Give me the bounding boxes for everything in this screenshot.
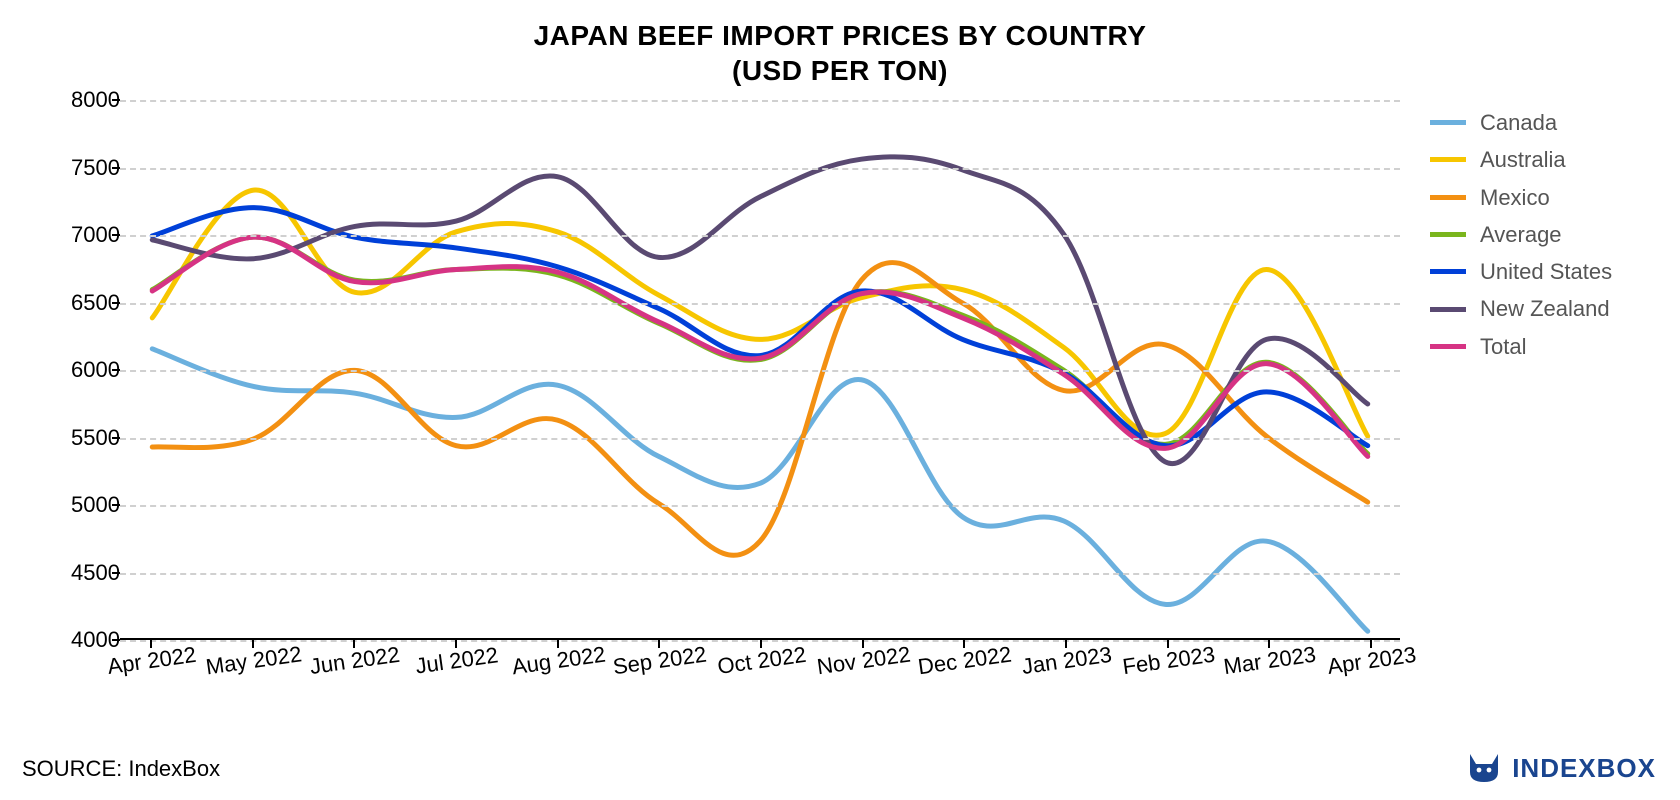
x-tick-mark bbox=[455, 640, 457, 648]
x-tick-mark bbox=[760, 640, 762, 648]
y-tick-mark bbox=[112, 99, 120, 101]
legend-item[interactable]: United States bbox=[1430, 259, 1660, 284]
series-line bbox=[152, 190, 1367, 436]
y-tick-mark bbox=[112, 639, 120, 641]
y-tick-mark bbox=[112, 437, 120, 439]
plot-area bbox=[120, 100, 1400, 640]
gridline bbox=[120, 505, 1400, 507]
legend-label: Mexico bbox=[1480, 185, 1550, 210]
brand-badge: INDEXBOX bbox=[1466, 752, 1656, 784]
chart-title-line2: (USD PER TON) bbox=[732, 55, 948, 86]
y-tick-label: 6000 bbox=[40, 357, 120, 383]
x-axis-labels: Apr 2022May 2022Jun 2022Jul 2022Aug 2022… bbox=[120, 648, 1400, 698]
y-tick-mark bbox=[112, 369, 120, 371]
y-tick-label: 4000 bbox=[40, 627, 120, 653]
series-line bbox=[152, 157, 1367, 464]
legend-swatch bbox=[1430, 195, 1466, 200]
legend-label: Average bbox=[1480, 222, 1562, 247]
gridline bbox=[120, 235, 1400, 237]
x-tick-mark bbox=[1065, 640, 1067, 648]
gridline bbox=[120, 168, 1400, 170]
legend-swatch bbox=[1430, 232, 1466, 237]
legend-label: Total bbox=[1480, 334, 1526, 359]
x-tick-mark bbox=[862, 640, 864, 648]
gridline bbox=[120, 573, 1400, 575]
y-tick-mark bbox=[112, 302, 120, 304]
gridline bbox=[120, 100, 1400, 102]
y-tick-label: 7000 bbox=[40, 222, 120, 248]
y-tick-mark bbox=[112, 167, 120, 169]
y-tick-label: 5000 bbox=[40, 492, 120, 518]
x-tick-mark bbox=[963, 640, 965, 648]
brand-cat-icon bbox=[1466, 752, 1502, 784]
y-tick-label: 5500 bbox=[40, 425, 120, 451]
legend-item[interactable]: Total bbox=[1430, 334, 1660, 359]
series-line bbox=[152, 237, 1367, 456]
brand-name: INDEXBOX bbox=[1512, 753, 1656, 784]
x-tick-mark bbox=[1167, 640, 1169, 648]
y-tick-mark bbox=[112, 572, 120, 574]
legend-label: Canada bbox=[1480, 110, 1557, 135]
legend-item[interactable]: Average bbox=[1430, 222, 1660, 247]
legend-item[interactable]: Mexico bbox=[1430, 185, 1660, 210]
chart-legend: Canada Australia Mexico Average United State… bbox=[1430, 110, 1660, 371]
series-line bbox=[152, 349, 1367, 631]
legend-item[interactable]: Canada bbox=[1430, 110, 1660, 135]
series-line bbox=[152, 237, 1367, 454]
y-tick-label: 8000 bbox=[40, 87, 120, 113]
legend-item[interactable]: Australia bbox=[1430, 147, 1660, 172]
legend-label: United States bbox=[1480, 259, 1612, 284]
y-tick-label: 6500 bbox=[40, 290, 120, 316]
x-tick-mark bbox=[557, 640, 559, 648]
x-tick-mark bbox=[1268, 640, 1270, 648]
x-tick-mark bbox=[252, 640, 254, 648]
legend-swatch bbox=[1430, 120, 1466, 125]
x-tick-mark bbox=[658, 640, 660, 648]
source-attribution: SOURCE: IndexBox bbox=[22, 756, 220, 782]
legend-item[interactable]: New Zealand bbox=[1430, 296, 1660, 321]
legend-swatch bbox=[1430, 344, 1466, 349]
y-tick-label: 4500 bbox=[40, 560, 120, 586]
chart-container: Apr 2022May 2022Jun 2022Jul 2022Aug 2022… bbox=[30, 100, 1420, 690]
chart-title-line1: JAPAN BEEF IMPORT PRICES BY COUNTRY bbox=[534, 20, 1147, 51]
y-tick-label: 7500 bbox=[40, 155, 120, 181]
y-tick-mark bbox=[112, 234, 120, 236]
x-tick-mark bbox=[353, 640, 355, 648]
gridline bbox=[120, 438, 1400, 440]
gridline bbox=[120, 303, 1400, 305]
line-series-svg bbox=[120, 100, 1400, 638]
legend-label: New Zealand bbox=[1480, 296, 1610, 321]
legend-label: Australia bbox=[1480, 147, 1566, 172]
y-tick-mark bbox=[112, 504, 120, 506]
legend-swatch bbox=[1430, 307, 1466, 312]
gridline bbox=[120, 370, 1400, 372]
x-tick-mark bbox=[150, 640, 152, 648]
x-tick-mark bbox=[1370, 640, 1372, 648]
legend-swatch bbox=[1430, 269, 1466, 274]
legend-swatch bbox=[1430, 157, 1466, 162]
